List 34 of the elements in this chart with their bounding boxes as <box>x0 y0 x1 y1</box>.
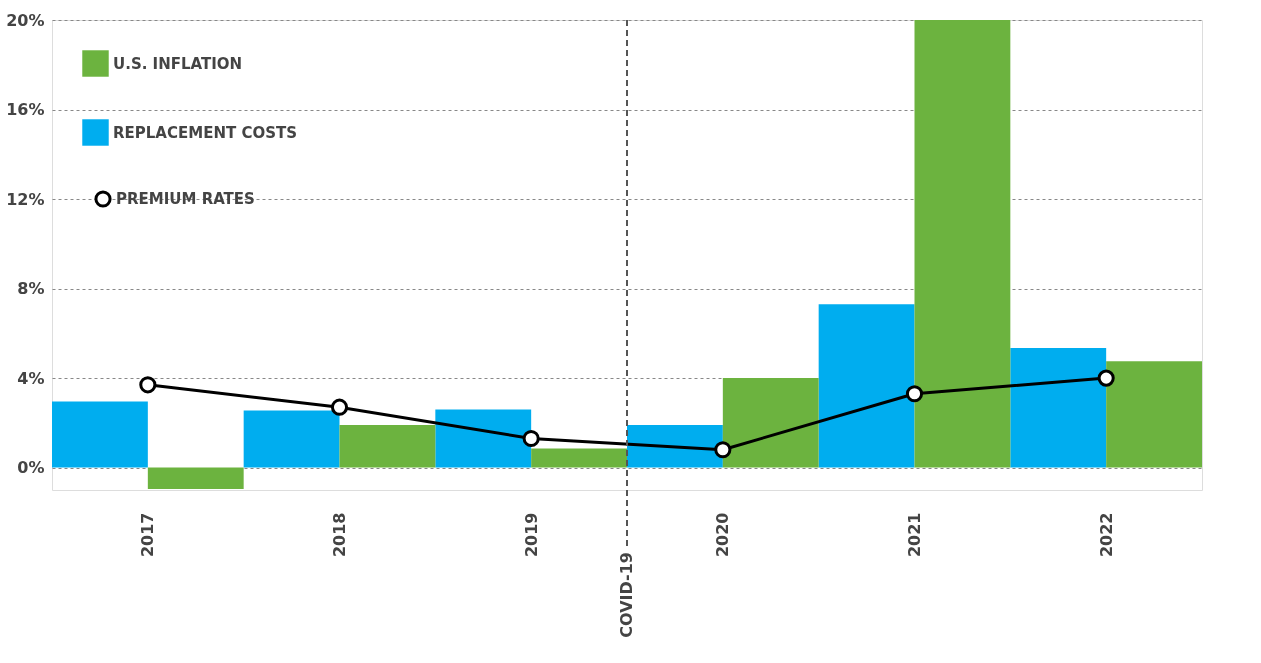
point <box>905 385 924 403</box>
y-tick-label: 0% <box>17 458 45 478</box>
legend-label: PREMIUM RATES <box>116 190 255 208</box>
bar <box>435 409 532 468</box>
bar <box>722 378 819 468</box>
ref-line-label: COVID-19 <box>617 552 636 638</box>
bar <box>627 425 723 468</box>
bar <box>339 425 436 468</box>
y-tick-label: 4% <box>17 368 45 388</box>
legend-label: REPLACEMENT COSTS <box>113 123 297 142</box>
x-tick-label: 2020 <box>713 512 733 558</box>
bar <box>818 304 915 468</box>
y-tick-label: 8% <box>17 279 45 299</box>
x-tick-label: 2022 <box>1096 512 1116 558</box>
x-tick-label: 2018 <box>330 512 349 558</box>
x-tick-label: 2019 <box>521 512 541 558</box>
y-tick-label: 16% <box>6 100 45 120</box>
bar <box>52 401 148 468</box>
bar <box>531 448 627 468</box>
point <box>139 376 157 394</box>
y-tick-label: 12% <box>6 189 45 209</box>
point <box>714 441 732 459</box>
x-tick-label: 2021 <box>905 512 924 558</box>
bar <box>147 467 244 489</box>
legend-label: U.S. INFLATION <box>113 54 243 73</box>
point <box>330 398 349 416</box>
point <box>1097 369 1115 387</box>
x-tick-label: 2017 <box>138 512 158 558</box>
point <box>522 429 540 448</box>
bar <box>243 410 340 468</box>
y-tick-label: 20% <box>6 10 45 30</box>
bar <box>914 20 1011 468</box>
bar <box>1106 361 1202 468</box>
bar <box>1010 347 1107 468</box>
